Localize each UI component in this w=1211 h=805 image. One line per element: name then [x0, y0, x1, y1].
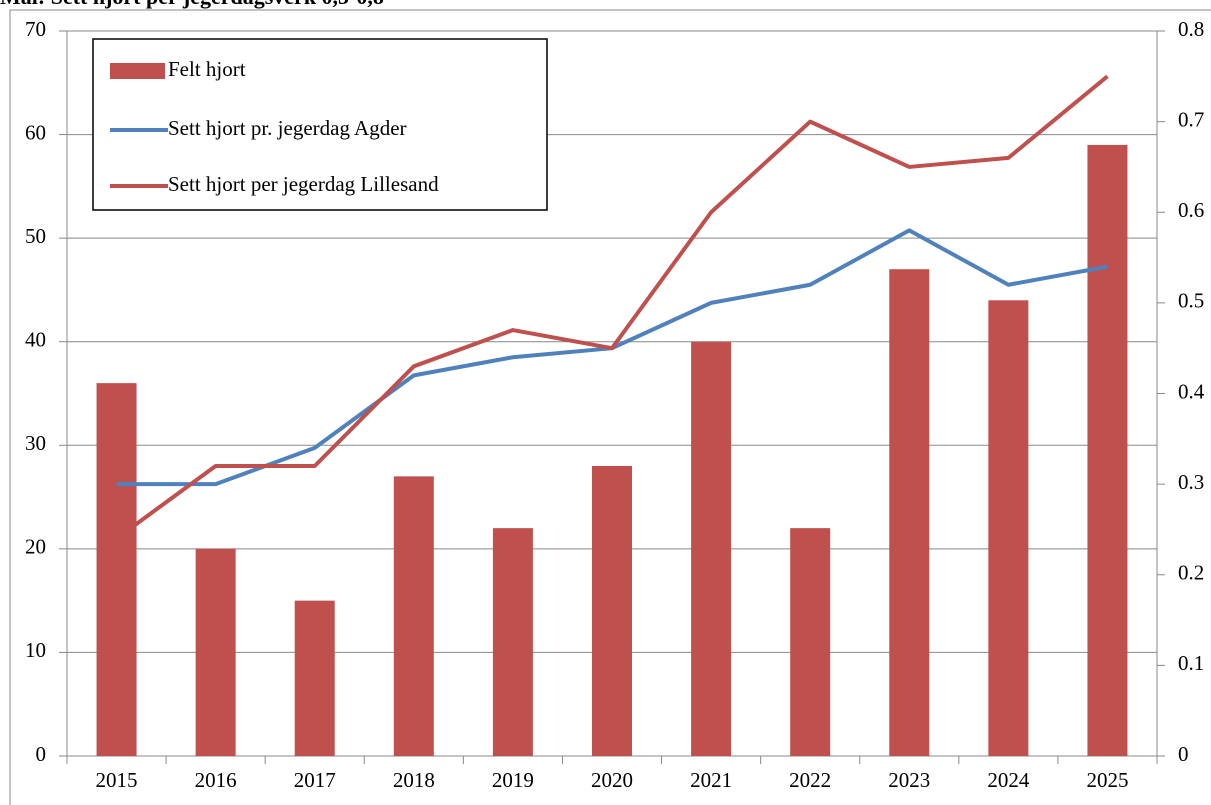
x-tick-label: 2018 — [393, 768, 435, 792]
chart-title: Mål: Sett hjort per jegerdagsverk 0,5-0,… — [0, 0, 384, 9]
bar — [988, 300, 1029, 756]
legend-label: Felt hjort — [168, 57, 246, 81]
y2-tick-label: 0.5 — [1178, 289, 1204, 313]
x-tick-label: 2019 — [492, 768, 534, 792]
bar — [790, 528, 831, 756]
line — [115, 74, 1109, 541]
y2-tick-label: 0 — [1178, 742, 1189, 766]
bar — [592, 466, 632, 756]
bar — [1087, 144, 1128, 756]
bar — [195, 548, 236, 756]
bar — [691, 341, 732, 756]
x-tick-label: 2025 — [1086, 768, 1128, 792]
bar — [889, 269, 930, 756]
legend-box — [92, 38, 548, 211]
y-tick-label: 50 — [25, 224, 46, 248]
legend-swatch — [110, 63, 165, 79]
line — [116, 228, 1108, 487]
chart-frame — [9, 9, 1211, 805]
x-tick-label: 2020 — [591, 768, 633, 792]
bar — [393, 476, 434, 756]
y-tick-label: 0 — [36, 742, 47, 766]
x-tick-label: 2022 — [789, 768, 831, 792]
x-tick-label: 2023 — [888, 768, 930, 792]
x-tick-label: 2016 — [195, 768, 237, 792]
y2-tick-label: 0.7 — [1178, 107, 1204, 131]
y-tick-label: 70 — [25, 17, 46, 41]
y2-tick-label: 0.6 — [1178, 198, 1204, 222]
legend-label: Sett hjort per jegerdag Lillesand — [168, 172, 439, 196]
y2-tick-label: 0.4 — [1178, 379, 1205, 403]
y-tick-label: 30 — [25, 431, 46, 455]
legend-label: Sett hjort pr. jegerdag Agder — [168, 116, 407, 140]
x-tick-label: 2024 — [987, 768, 1030, 792]
bar — [294, 600, 335, 756]
y2-tick-label: 0.8 — [1178, 17, 1204, 41]
y2-tick-label: 0.1 — [1178, 651, 1204, 675]
y2-tick-label: 0.3 — [1178, 470, 1204, 494]
y2-tick-label: 0.2 — [1178, 561, 1204, 585]
bar — [96, 383, 137, 756]
x-tick-label: 2017 — [294, 768, 336, 792]
y-tick-label: 10 — [25, 638, 46, 662]
y-tick-label: 40 — [25, 328, 46, 352]
x-tick-label: 2015 — [96, 768, 138, 792]
y-tick-label: 60 — [25, 120, 46, 144]
x-tick-label: 2021 — [690, 768, 732, 792]
y-tick-label: 20 — [25, 535, 46, 559]
bar — [492, 528, 533, 756]
